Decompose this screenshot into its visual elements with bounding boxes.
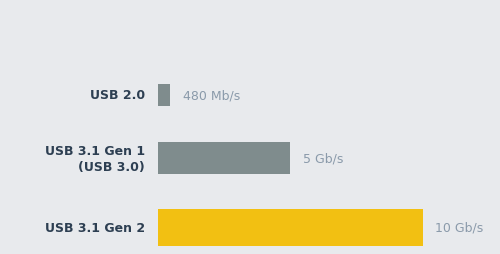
Bar	[158, 143, 290, 174]
Text: 5 Gb/s: 5 Gb/s	[302, 152, 343, 165]
Bar	[158, 84, 170, 107]
Bar	[158, 209, 422, 246]
Text: USB 3.1 Gen 1
(USB 3.0): USB 3.1 Gen 1 (USB 3.0)	[45, 144, 145, 173]
Text: 10 Gb/s: 10 Gb/s	[435, 221, 483, 234]
Text: USB 3.1 Gen 2: USB 3.1 Gen 2	[45, 221, 145, 234]
Text: 480 Mb/s: 480 Mb/s	[182, 89, 240, 102]
Text: USB 2.0: USB 2.0	[90, 89, 145, 102]
